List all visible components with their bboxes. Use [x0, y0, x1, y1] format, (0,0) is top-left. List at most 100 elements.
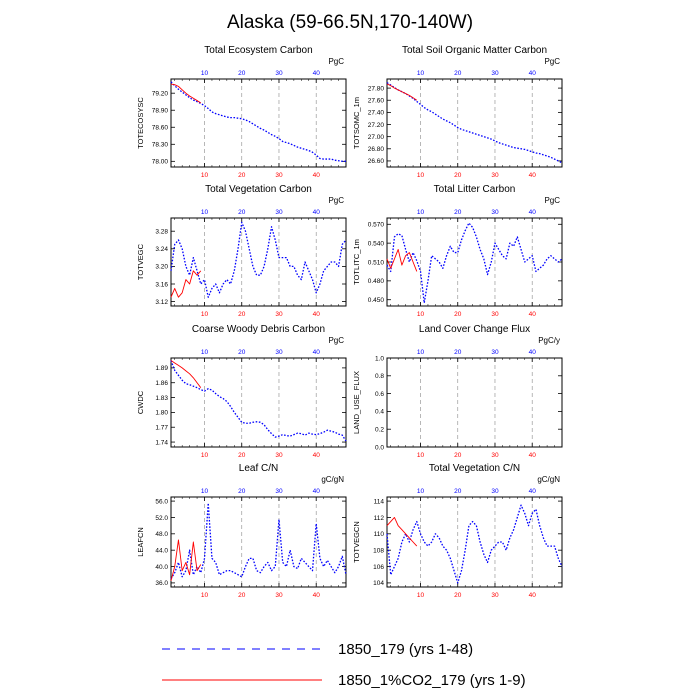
y-tick-label: 108 [373, 547, 384, 554]
x-tick-label-top: 10 [201, 70, 209, 77]
series-line-co2 [170, 270, 202, 298]
y-tick-label: 27.20 [368, 122, 385, 129]
x-tick-label-bottom: 10 [417, 311, 425, 318]
legend-label-co2: 1850_1%CO2_179 (yrs 1-9) [338, 672, 526, 689]
panel-title: Leaf C/N [239, 463, 278, 474]
panel-units: PgC [328, 57, 344, 66]
y-tick-label: 1.86 [155, 380, 168, 387]
series-line-co2 [386, 248, 418, 272]
x-tick-label-top: 20 [238, 349, 246, 356]
x-tick-label-top: 30 [491, 349, 499, 356]
x-tick-label-top: 20 [238, 209, 246, 216]
x-tick-label-top: 40 [313, 349, 321, 356]
y-tick-label: 36.0 [155, 580, 168, 587]
x-tick-label-bottom: 40 [313, 452, 321, 459]
panel-title: Total Soil Organic Matter Carbon [402, 45, 547, 56]
y-tick-label: 0.540 [368, 240, 385, 247]
panel-title: Total Litter Carbon [434, 184, 516, 195]
y-tick-label: 0.450 [368, 297, 385, 304]
y-tick-label: 48.0 [155, 531, 168, 538]
panel-grid: Total Ecosystem Carbon PgC TOTECOSYSC 10 10 2… [136, 45, 563, 599]
panel-title: Total Ecosystem Carbon [204, 45, 312, 56]
x-tick-label-top: 10 [417, 70, 425, 77]
x-tick-label-top: 20 [454, 70, 462, 77]
panel-title: Land Cover Change Flux [419, 324, 530, 335]
panel-title: Total Vegetation C/N [429, 463, 520, 474]
panel-7: Total Vegetation C/N gC/gN TOTVEGCN 10 10 20 2… [352, 463, 563, 599]
x-tick-label-bottom: 10 [201, 172, 209, 179]
plot-frame [386, 357, 563, 448]
y-axis-label: TOTLITC_1m [352, 239, 361, 285]
x-tick-label-bottom: 20 [454, 311, 462, 318]
x-tick-label-bottom: 40 [313, 592, 321, 599]
x-tick-label-top: 40 [529, 209, 537, 216]
y-tick-label: 1.83 [155, 395, 168, 402]
x-tick-label-bottom: 20 [238, 452, 246, 459]
panel-3: Total Litter Carbon PgC TOTLITC_1m 10 10 20 20… [352, 184, 563, 318]
y-axis-label: LEAFCN [136, 527, 145, 557]
y-tick-label: 0.480 [368, 278, 385, 285]
x-tick-label-top: 30 [491, 209, 499, 216]
x-tick-label-top: 40 [313, 70, 321, 77]
y-tick-label: 78.60 [152, 125, 169, 132]
y-tick-label: 0.2 [375, 427, 384, 434]
x-tick-label-top: 10 [201, 488, 209, 495]
x-tick-label-bottom: 30 [275, 452, 283, 459]
y-tick-label: 27.40 [368, 110, 385, 117]
panel-units: PgC [544, 57, 560, 66]
x-tick-label-bottom: 30 [275, 311, 283, 318]
y-tick-label: 1.89 [155, 365, 168, 372]
x-tick-label-bottom: 20 [454, 452, 462, 459]
x-tick-label-top: 10 [201, 349, 209, 356]
x-tick-label-bottom: 30 [491, 592, 499, 599]
y-tick-label: 26.60 [368, 158, 385, 165]
series-line-co2 [170, 360, 202, 388]
y-tick-label: 78.90 [152, 108, 169, 115]
y-tick-label: 3.16 [155, 281, 168, 288]
y-tick-label: 78.30 [152, 142, 169, 149]
x-tick-label-top: 20 [454, 349, 462, 356]
x-tick-label-bottom: 30 [491, 452, 499, 459]
x-tick-label-bottom: 30 [491, 172, 499, 179]
y-tick-label: 52.0 [155, 515, 168, 522]
x-tick-label-bottom: 30 [275, 592, 283, 599]
x-tick-label-top: 20 [454, 488, 462, 495]
y-tick-label: 104 [373, 580, 384, 587]
series-line-control [170, 502, 347, 580]
series-line-control [170, 221, 347, 298]
x-tick-label-top: 40 [529, 70, 537, 77]
panel-units: PgC [328, 336, 344, 345]
x-tick-label-top: 30 [275, 488, 283, 495]
panel-units: gC/gN [537, 475, 560, 484]
y-tick-label: 0.6 [375, 391, 384, 398]
plot-frame [386, 496, 563, 588]
x-tick-label-bottom: 20 [238, 311, 246, 318]
series-line-co2 [170, 539, 202, 581]
x-tick-label-top: 40 [529, 349, 537, 356]
y-tick-label: 106 [373, 564, 384, 571]
x-tick-label-bottom: 30 [491, 311, 499, 318]
x-tick-label-bottom: 20 [454, 172, 462, 179]
y-axis-label: LAND_USE_FLUX [352, 371, 361, 434]
x-tick-label-top: 30 [275, 70, 283, 77]
x-tick-label-top: 30 [491, 488, 499, 495]
series-line-co2 [386, 83, 418, 101]
y-tick-label: 56.0 [155, 498, 168, 505]
legend: 1850_179 (yrs 1-48) 1850_1%CO2_179 (yrs … [162, 641, 526, 689]
plot-frame [386, 78, 563, 168]
panel-5: Land Cover Change Flux PgC/y LAND_USE_FLUX… [352, 324, 563, 459]
x-tick-label-bottom: 20 [238, 172, 246, 179]
panel-6: Leaf C/N gC/gN LEAFCN 10 10 20 20 30 30 40 40 36.0 4… [136, 463, 347, 599]
y-axis-label: TOTVEGC [136, 243, 145, 280]
x-tick-label-top: 10 [417, 488, 425, 495]
y-tick-label: 3.20 [155, 264, 168, 271]
x-tick-label-bottom: 10 [201, 311, 209, 318]
y-tick-label: 26.80 [368, 146, 385, 153]
series-line-control [170, 81, 346, 162]
y-tick-label: 110 [374, 531, 385, 538]
panel-units: PgC [544, 196, 560, 205]
x-tick-label-bottom: 10 [417, 172, 425, 179]
y-tick-label: 78.00 [152, 159, 169, 166]
